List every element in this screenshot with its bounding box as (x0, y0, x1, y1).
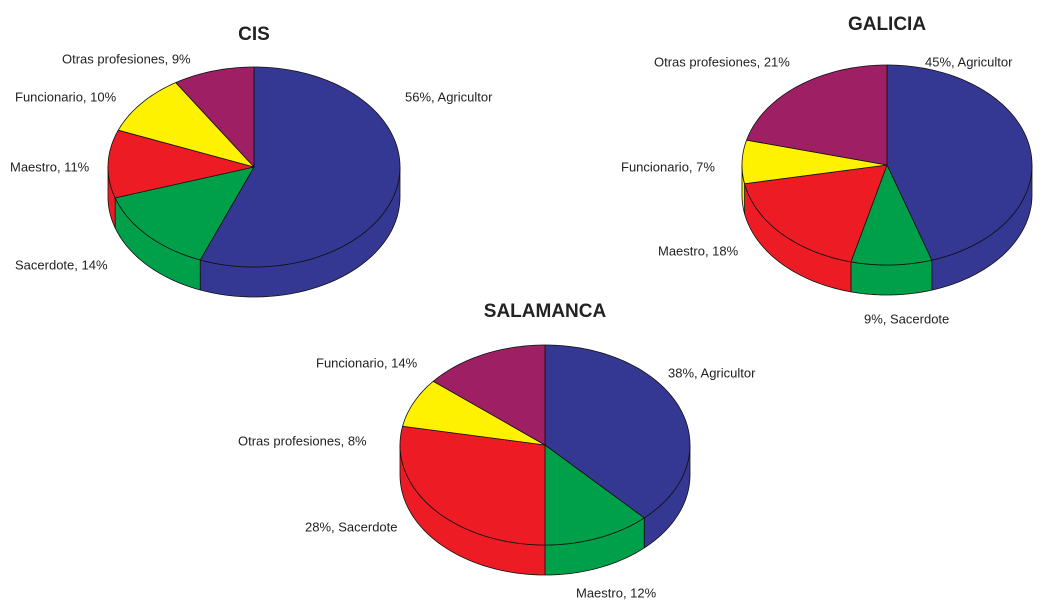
slice (199, 66, 401, 268)
data-label: 45%, Agricultor (925, 54, 1013, 69)
data-label: Maestro, 11% (10, 159, 90, 174)
slice (746, 64, 888, 166)
slice (402, 380, 546, 446)
slice (175, 66, 255, 168)
data-label: Otras profesiones, 9% (62, 51, 191, 66)
slice (399, 425, 546, 546)
slice (432, 344, 546, 446)
slice (107, 129, 255, 199)
data-label: Funcionario, 10% (15, 89, 117, 104)
data-label: Funcionario, 7% (621, 159, 715, 174)
data-label: Otras profesiones, 21% (654, 54, 790, 69)
data-label: 9%, Sacerdote (864, 311, 949, 326)
slice (117, 82, 255, 168)
slice (886, 64, 1033, 261)
slice (544, 344, 691, 519)
data-label: Maestro, 18% (658, 243, 739, 258)
chart-title: SALAMANCA (484, 301, 607, 322)
data-label: 28%, Sacerdote (305, 519, 398, 534)
data-label: Sacerdote, 14% (15, 257, 108, 272)
chart-title: GALICIA (848, 14, 926, 35)
slice (544, 444, 645, 546)
slice (850, 164, 933, 266)
data-label: Maestro, 12% (576, 585, 657, 600)
slice (741, 139, 888, 185)
slice (744, 164, 888, 263)
data-label: Otras profesiones, 8% (238, 433, 367, 448)
chart-title: CIS (238, 24, 270, 45)
data-label: 38%, Agricultor (668, 365, 756, 380)
data-label: Funcionario, 14% (316, 355, 418, 370)
data-label: 56%, Agricultor (405, 89, 493, 104)
